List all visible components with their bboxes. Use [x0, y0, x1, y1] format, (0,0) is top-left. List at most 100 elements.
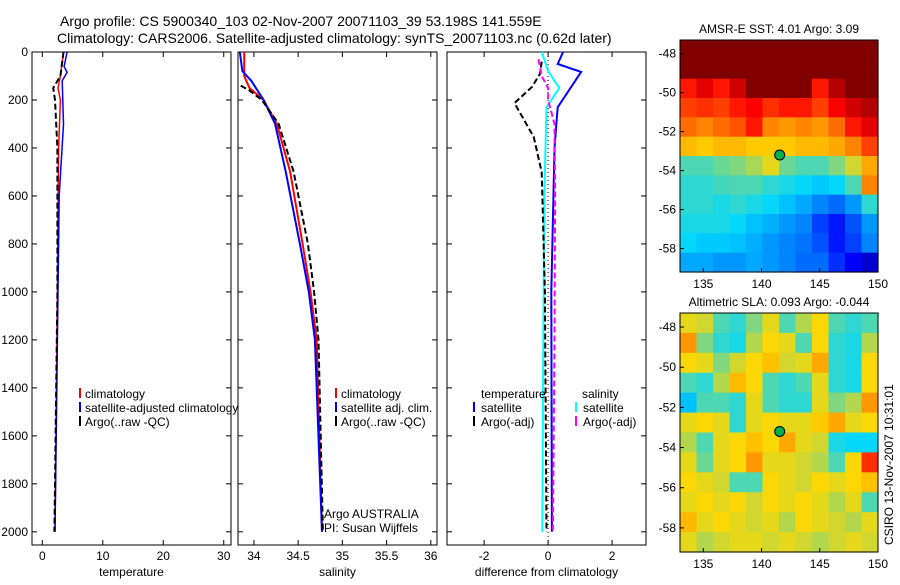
heatmap-cell: [779, 40, 797, 60]
heatmap-cell: [812, 252, 830, 273]
heatmap-cell: [713, 156, 731, 176]
heatmap-cell: [845, 78, 863, 99]
heatmap-cell: [762, 214, 780, 234]
heatmap-cell: [680, 432, 698, 454]
float-info-line2: PI: Susan Wijffels: [324, 521, 418, 535]
heatmap-cell: [746, 40, 764, 60]
heatmap-cell: [828, 352, 846, 374]
salinity-panel: 34 34.5 35 35.5 36 salinity climatologysatelli…: [237, 51, 438, 579]
heatmap-cell: [795, 117, 813, 138]
y-tick-label: -58: [659, 521, 677, 535]
x-tick-label: 140: [752, 557, 772, 571]
heatmap-cell: [779, 372, 797, 394]
y-tick-label: -50: [659, 86, 677, 100]
legend-header: salinity: [582, 387, 619, 401]
heatmap-cell: [861, 194, 879, 215]
legend-entry: satellite: [481, 401, 522, 415]
heatmap-cell: [762, 313, 780, 334]
heatmap-cell: [795, 392, 813, 414]
heatmap-cell: [762, 233, 780, 254]
heatmap-cell: [696, 512, 714, 533]
temperature-panel: 0 10 20 30 0 200 400 600 800 1000 1200 1400 1600 1800…: [1, 45, 238, 579]
heatmap-cell: [729, 59, 747, 80]
heatmap-cell: [861, 59, 879, 80]
heatmap-cell: [680, 194, 698, 215]
heatmap-cell: [696, 78, 714, 99]
heatmap-cell: [845, 532, 863, 553]
heatmap-cell: [746, 233, 764, 254]
heatmap-cell: [729, 372, 747, 394]
heatmap-cell: [762, 352, 780, 374]
credit-label: CSIRO 13-Nov-2007 10:31:01: [882, 384, 896, 545]
heatmap-cell: [828, 313, 846, 334]
heatmap-cell: [845, 313, 863, 334]
heatmap-cell: [729, 472, 747, 493]
y-tick-label: -52: [659, 125, 677, 139]
heatmap-cell: [696, 175, 714, 196]
heatmap-cell: [729, 117, 747, 138]
heatmap-cell: [845, 194, 863, 215]
heatmap-cell: [746, 532, 764, 553]
heatmap-cell: [746, 194, 764, 215]
heatmap-cell: [762, 372, 780, 394]
heatmap-cell: [828, 136, 846, 157]
x-tick-label: 34.5: [286, 549, 310, 563]
heatmap-cell: [812, 78, 830, 99]
heatmap-cell: [845, 372, 863, 394]
heatmap-cell: [861, 313, 879, 334]
heatmap-cell: [680, 392, 698, 414]
heatmap-cell: [746, 313, 764, 334]
heatmap-cell: [828, 432, 846, 454]
heatmap-cell: [828, 372, 846, 394]
heatmap-cell: [696, 492, 714, 513]
heatmap-cell: [696, 472, 714, 493]
heatmap-cell: [696, 59, 714, 80]
x-tick-label: 0: [39, 549, 46, 563]
heatmap-cell: [779, 233, 797, 254]
heatmap-cell: [713, 233, 731, 254]
heatmap-cell: [812, 40, 830, 60]
heatmap-cell: [828, 233, 846, 254]
heatmap-cell: [729, 492, 747, 513]
heatmap-cell: [812, 214, 830, 234]
heatmap-cell: [762, 492, 780, 513]
y-tick-label: -56: [659, 203, 677, 217]
y-tick-label: -54: [659, 441, 677, 455]
heatmap-cell: [680, 313, 698, 334]
heatmap-cell: [812, 98, 830, 118]
heatmap-cell: [680, 136, 698, 157]
x-tick-label: 2: [609, 549, 616, 563]
x-tick-label: 145: [810, 557, 830, 571]
heatmap-cell: [729, 332, 747, 354]
heatmap-cell: [861, 233, 879, 254]
heatmap-cell: [795, 492, 813, 513]
legend-entry: climatology: [341, 387, 401, 401]
axes-box: [237, 51, 438, 546]
heatmap-cell: [795, 156, 813, 176]
heatmap-cell: [729, 412, 747, 434]
heatmap-cell: [680, 372, 698, 394]
heatmap-cell: [828, 78, 846, 99]
heatmap-cell: [828, 392, 846, 414]
heatmap-cell: [845, 59, 863, 80]
heatmap-cell: [812, 313, 830, 334]
heatmap-cell: [845, 492, 863, 513]
heatmap-cell: [680, 352, 698, 374]
heatmap-cell: [762, 59, 780, 80]
x-axis-label: temperature: [99, 565, 164, 579]
heatmap-cell: [713, 252, 731, 273]
heatmap-cell: [812, 372, 830, 394]
heatmap-cell: [845, 136, 863, 157]
heatmap-cell: [696, 252, 714, 273]
heatmap-cell: [680, 40, 698, 60]
heatmap-cell: [729, 175, 747, 196]
heatmap-cell: [861, 332, 879, 354]
profile-panels: 0 10 20 30020040060080010001200140016001800…: [1, 45, 647, 579]
heatmap-cell: [795, 136, 813, 157]
heatmap-cell: [845, 175, 863, 196]
series-line-argo-raw-qc-: [52, 51, 65, 532]
heatmap-cell: [762, 512, 780, 533]
heatmap-cell: [779, 313, 797, 334]
heatmap-cell: [713, 372, 731, 394]
heatmap-cell: [812, 412, 830, 434]
